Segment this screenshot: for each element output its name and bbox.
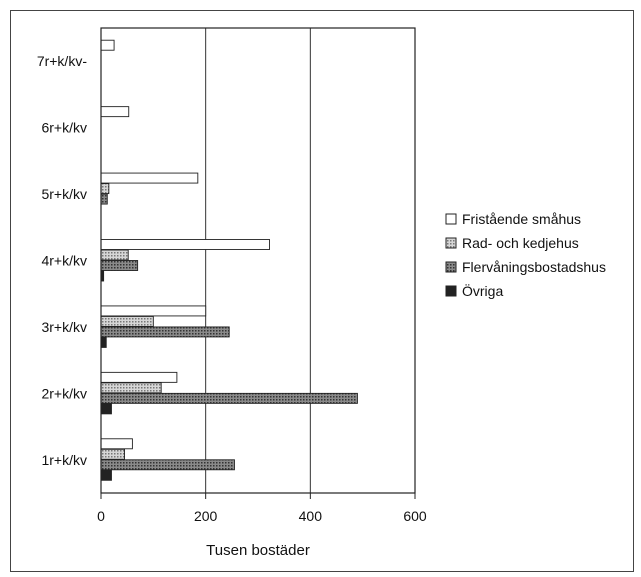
plot-area-border bbox=[100, 27, 416, 494]
bars bbox=[100, 39, 358, 481]
grid-lines bbox=[205, 28, 311, 493]
y-tick-label: 2r+k/kv bbox=[41, 385, 87, 401]
x-tick-label: 0 bbox=[97, 508, 105, 524]
legend-label: Övriga bbox=[462, 282, 503, 299]
legend-label: Fristående småhus bbox=[462, 211, 581, 227]
bar bbox=[100, 305, 207, 317]
legend: Fristående småhus Rad- och kedjehus Flervå… bbox=[445, 211, 606, 299]
bar bbox=[100, 39, 115, 51]
axis-labels: Tusen bostäder 0 200 400 600 7r+k/kv- 6r+k/kv… bbox=[37, 53, 427, 559]
axes bbox=[100, 27, 416, 499]
bar bbox=[100, 392, 358, 404]
bar bbox=[100, 459, 235, 471]
bar bbox=[100, 469, 112, 481]
bar bbox=[100, 382, 162, 394]
y-tick-label: 7r+k/kv- bbox=[37, 53, 88, 69]
legend-label: Flervåningsbostadshus bbox=[462, 259, 606, 275]
x-tick-label: 400 bbox=[299, 508, 323, 524]
y-tick-label: 3r+k/kv bbox=[41, 319, 87, 335]
legend-swatch bbox=[445, 213, 457, 225]
bar bbox=[100, 448, 125, 460]
bar bbox=[100, 106, 130, 118]
bar bbox=[100, 183, 110, 195]
y-tick-label: 6r+k/kv bbox=[41, 120, 87, 136]
bar bbox=[100, 326, 230, 338]
legend-label: Rad- och kedjehus bbox=[462, 235, 579, 251]
legend-swatch bbox=[445, 285, 457, 297]
y-tick-label: 5r+k/kv bbox=[41, 186, 87, 202]
bar bbox=[100, 403, 112, 415]
bar bbox=[100, 260, 139, 271]
bar bbox=[100, 172, 199, 184]
bar bbox=[100, 336, 107, 348]
x-tick-label: 200 bbox=[194, 508, 218, 524]
bar bbox=[100, 438, 133, 450]
bar bbox=[100, 249, 129, 261]
bar bbox=[100, 239, 270, 250]
bar bbox=[100, 193, 108, 205]
bar bbox=[100, 371, 178, 383]
chart-frame bbox=[10, 10, 634, 572]
bar bbox=[100, 315, 154, 327]
legend-swatch bbox=[445, 261, 457, 273]
legend-swatch bbox=[445, 237, 457, 249]
x-axis-title: Tusen bostäder bbox=[206, 542, 310, 559]
x-tick-label: 600 bbox=[403, 508, 427, 524]
y-tick-label: 1r+k/kv bbox=[41, 452, 87, 468]
y-tick-label: 4r+k/kv bbox=[41, 253, 87, 269]
